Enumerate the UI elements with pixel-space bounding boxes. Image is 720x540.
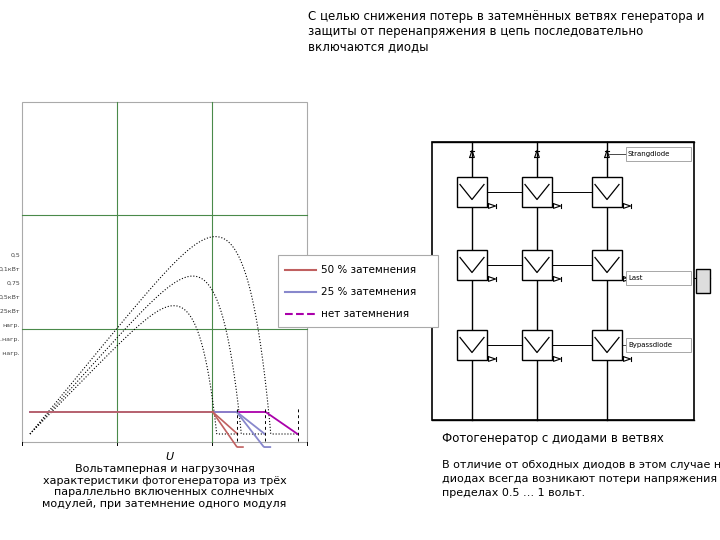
Bar [592, 330, 622, 360]
Bar [696, 269, 710, 293]
Bar [626, 338, 691, 352]
Text: нет затемнения: нет затемнения [321, 309, 409, 319]
Bar [522, 177, 552, 207]
Text: 0,75: 0,75 [6, 280, 20, 286]
Bar [457, 330, 487, 360]
Bar [278, 255, 438, 327]
Text: Last: Last [628, 275, 642, 281]
Text: 0,1кВт: 0,1кВт [0, 267, 20, 272]
Text: В отличие от обходных диодов в этом случае на
диодах всегда возникают потери нап: В отличие от обходных диодов в этом случ… [442, 460, 720, 498]
Text: 50 % затемнения: 50 % затемнения [321, 265, 416, 275]
Text: 0,5кВт: 0,5кВт [0, 294, 20, 300]
Text: Bypassdiode: Bypassdiode [628, 342, 672, 348]
Text: U: U [166, 452, 174, 462]
Bar [22, 102, 307, 442]
Bar [592, 250, 622, 280]
Text: 0,5: 0,5 [10, 253, 20, 258]
Bar [457, 177, 487, 207]
Bar [432, 142, 694, 420]
Text: Вольтамперная и нагрузочная
характеристики фотогенератора из трёх
параллельно вк: Вольтамперная и нагрузочная характеристи… [42, 464, 287, 509]
Text: ...нагр.: ...нагр. [0, 336, 20, 341]
Bar [592, 177, 622, 207]
Bar [522, 250, 552, 280]
Bar [626, 147, 691, 161]
Bar [457, 250, 487, 280]
Bar [522, 330, 552, 360]
Text: 6С нагр.: 6С нагр. [0, 350, 20, 355]
Text: нагр.: нагр. [3, 322, 20, 327]
Text: Strangdiode: Strangdiode [628, 151, 670, 157]
Text: Фотогенератор с диодами в ветвях: Фотогенератор с диодами в ветвях [442, 432, 664, 445]
Text: С целью снижения потерь в затемнённых ветвях генератора и
защиты от перенапряжен: С целью снижения потерь в затемнённых ве… [308, 10, 704, 53]
Text: 25 % затемнения: 25 % затемнения [321, 287, 416, 297]
Text: 0,25кВт: 0,25кВт [0, 308, 20, 314]
Bar [626, 271, 691, 285]
